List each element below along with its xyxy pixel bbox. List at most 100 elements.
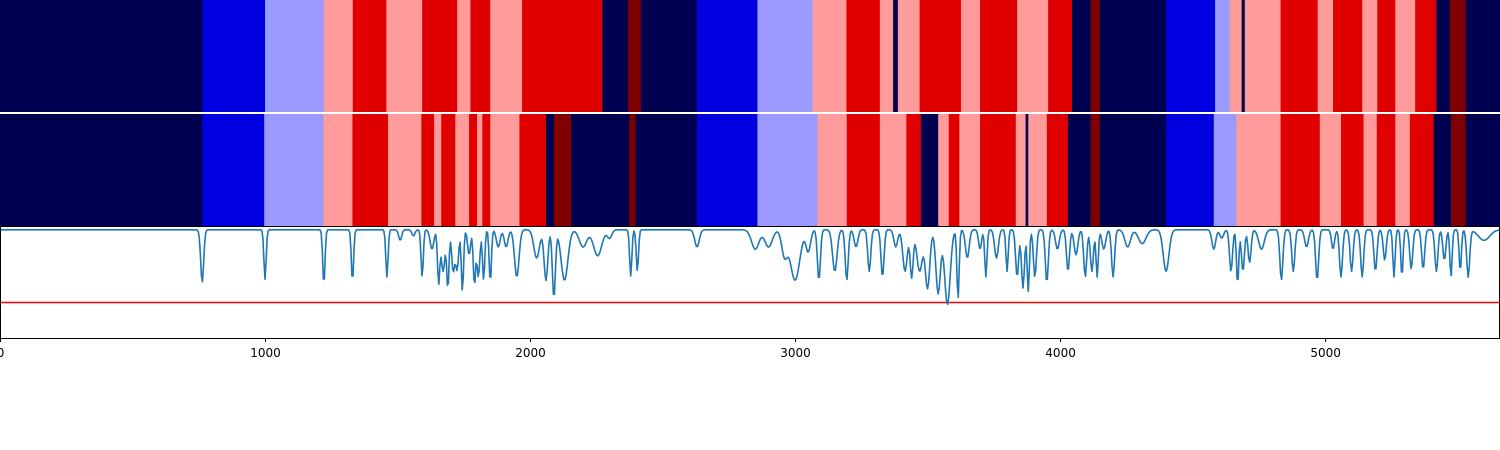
heatmap-a-segment	[897, 0, 921, 112]
x-tick-label: 5000	[1310, 346, 1341, 360]
heatmap-a-segment	[1215, 0, 1231, 112]
line-panel-background	[0, 226, 1500, 339]
heatmap-b-segment	[817, 114, 848, 226]
heatmap-a-segment	[352, 0, 387, 112]
heatmap-b-segment	[980, 114, 1017, 226]
heatmap-b-segment	[434, 114, 442, 226]
heatmap-a-segment	[1166, 0, 1216, 112]
heatmap-b-segment	[1280, 114, 1321, 226]
heatmap-b-segment	[938, 114, 950, 226]
heatmap-b-segment	[906, 114, 922, 226]
heatmap-a-segment	[1449, 0, 1466, 112]
heatmap-b-segment	[519, 114, 547, 226]
heatmap-b-segment	[1099, 114, 1167, 226]
heatmap-b-segment	[1213, 114, 1237, 226]
heatmap-a-segment	[202, 0, 266, 112]
heatmap-a-segment	[265, 0, 325, 112]
x-tick-label: 0	[0, 346, 4, 360]
heatmap-b-segment	[697, 114, 758, 226]
heatmap-a-segment	[697, 0, 758, 112]
heatmap-a-segment	[490, 0, 523, 112]
heatmap-b-segment	[846, 114, 881, 226]
heatmap-a-segment	[386, 0, 423, 112]
heatmap-b-segment	[1015, 114, 1027, 226]
heatmap-a-segment	[1333, 0, 1363, 112]
heatmap-b-segment	[879, 114, 907, 226]
heatmap-a-segment	[1395, 0, 1416, 112]
heatmap-a-segment	[628, 0, 642, 112]
heatmap-a-segment	[1317, 0, 1334, 112]
heatmap-b-segment	[629, 114, 636, 226]
heatmap-a-segment	[1465, 0, 1500, 112]
heatmap-b-segment	[948, 114, 960, 226]
heatmap-b-segment	[1068, 114, 1091, 226]
heatmap-b-segment	[1340, 114, 1364, 226]
heatmap-b-segment	[0, 114, 203, 226]
heatmap-a-segment	[1090, 0, 1101, 112]
heatmap-b-segment	[1433, 114, 1452, 226]
heatmap-b-segment	[571, 114, 630, 226]
heatmap-a-segment	[1436, 0, 1451, 112]
heatmap-b-segment	[1409, 114, 1435, 226]
heatmap-a-segment	[522, 0, 603, 112]
heatmap-a-segment	[812, 0, 847, 112]
heatmap-segmentation-a	[0, 0, 1500, 112]
heatmap-a-segment	[422, 0, 458, 112]
heatmap-b-segment	[387, 114, 422, 226]
heatmap-a-segment	[1415, 0, 1437, 112]
heatmap-b-segment	[441, 114, 456, 226]
x-tick-label: 1000	[250, 346, 281, 360]
heatmap-b-segment	[1450, 114, 1466, 226]
heatmap-a-segment	[846, 0, 881, 112]
heatmap-a-segment	[1072, 0, 1091, 112]
heatmap-b-segment	[553, 114, 572, 226]
heatmap-b-segment	[1376, 114, 1396, 226]
heatmap-b-segment	[482, 114, 491, 226]
heatmap-a-segment	[640, 0, 698, 112]
heatmap-b-segment	[1246, 114, 1281, 226]
heatmap-a-segment	[960, 0, 981, 112]
heatmap-b-segment	[264, 114, 324, 226]
heatmap-b-segment	[920, 114, 939, 226]
heatmap-b-segment	[1046, 114, 1069, 226]
heatmap-b-segment	[202, 114, 265, 226]
heatmap-a-segment	[893, 0, 899, 112]
heatmap-b-segment	[1166, 114, 1215, 226]
line-panel	[0, 226, 1500, 339]
heatmap-b-segment	[1363, 114, 1378, 226]
heatmap-b-segment	[1395, 114, 1411, 226]
heatmap-b-segment	[1028, 114, 1048, 226]
heatmap-b-segment	[421, 114, 435, 226]
heatmap-b-segment	[455, 114, 470, 226]
heatmap-a-segment	[980, 0, 1018, 112]
x-tick-label: 3000	[780, 346, 811, 360]
heatmap-a-segment	[0, 0, 203, 112]
heatmap-a-segment	[602, 0, 629, 112]
heatmap-b-segment	[1025, 114, 1029, 226]
heatmap-a-segment	[470, 0, 491, 112]
heatmap-a-segment	[1377, 0, 1396, 112]
heatmap-b-segment	[757, 114, 818, 226]
x-tick-label: 4000	[1045, 346, 1076, 360]
heatmap-a-segment	[1241, 0, 1246, 112]
heatmap-b-segment	[959, 114, 981, 226]
heatmap-b-segment	[1465, 114, 1500, 226]
heatmap-a-segment	[1229, 0, 1243, 112]
heatmap-b-segment	[1319, 114, 1342, 226]
heatmap-b-segment	[1090, 114, 1101, 226]
heatmap-b-segment	[545, 114, 555, 226]
heatmap-a-segment	[919, 0, 962, 112]
heatmap-b-segment	[477, 114, 483, 226]
heatmap-a-segment	[1017, 0, 1049, 112]
heatmap-a-segment	[1244, 0, 1281, 112]
x-tick-label: 2000	[515, 346, 546, 360]
heatmap-a-segment	[879, 0, 894, 112]
heatmap-b-segment	[323, 114, 353, 226]
heatmap-a-segment	[1099, 0, 1167, 112]
heatmap-a-segment	[757, 0, 813, 112]
heatmap-segmentation-b	[0, 114, 1500, 226]
heatmap-b-segment	[469, 114, 478, 226]
heatmap-b-segment	[635, 114, 698, 226]
heatmap-b-segment	[490, 114, 520, 226]
